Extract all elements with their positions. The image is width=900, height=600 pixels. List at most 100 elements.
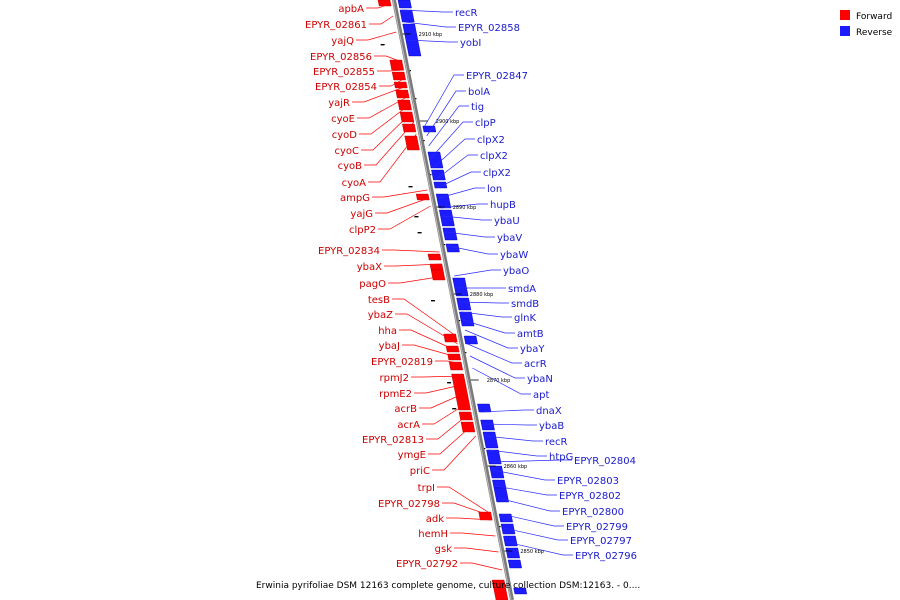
reverse-leader-line: [438, 187, 485, 199]
forward-gene-label: EPYR_02792: [396, 559, 458, 570]
forward-leader-line: [437, 486, 492, 515]
reverse-gene-block: [513, 587, 528, 595]
forward-leader-line: [359, 103, 411, 135]
reverse-leader-line: [432, 138, 475, 169]
reverse-gene-label: recR: [545, 437, 568, 448]
kbp-tick-label: 2890 kbp: [453, 205, 477, 211]
forward-gene-label: ybaX: [357, 262, 382, 273]
kbp-tick-label: 2860 kbp: [504, 464, 528, 470]
reverse-gene-block: [503, 535, 518, 547]
reverse-gene-label: bolA: [468, 87, 490, 98]
forward-gene-label: rpmJ2: [379, 373, 409, 384]
kbp-tick-label: 2870 kbp: [487, 378, 511, 384]
forward-gene-label: ymgE: [398, 450, 426, 461]
forward-leader-line: [454, 547, 499, 553]
reverse-leader-line: [459, 301, 509, 304]
forward-gene-label: yajR: [328, 98, 350, 109]
tick-dot: [443, 244, 446, 246]
forward-leader-line: [374, 55, 403, 63]
reverse-gene-label: EPYR_02799: [566, 522, 628, 533]
forward-gene-label: trpI: [418, 483, 435, 494]
reverse-gene-label: EPYR_02800: [562, 507, 624, 518]
forward-gene-block: [393, 81, 408, 89]
forward-gene-block: [427, 253, 442, 261]
reverse-leader-line: [467, 343, 522, 364]
reverse-gene-label: yobI: [460, 38, 481, 49]
forward-leader-line: [422, 401, 470, 425]
legend-forward-swatch: [840, 10, 850, 20]
forward-leader-line: [402, 344, 461, 359]
forward-gene-block: [402, 123, 417, 133]
backbone-line: [391, 0, 514, 600]
tick-dash: [417, 232, 422, 234]
legend-reverse-label: Reverse: [856, 28, 893, 38]
forward-gene-label: acrB: [394, 404, 417, 415]
forward-gene-block: [451, 373, 471, 411]
forward-gene-block: [415, 193, 430, 201]
reverse-leader-line: [435, 154, 478, 181]
forward-gene-block: [430, 269, 446, 281]
reverse-gene-label: smdB: [511, 299, 539, 310]
tick-dash: [414, 216, 419, 218]
reverse-leader-line: [424, 74, 464, 127]
forward-gene-block: [397, 99, 412, 111]
reverse-gene-label: ybaW: [500, 250, 528, 261]
forward-gene-label: apbA: [338, 4, 364, 15]
reverse-gene-block: [452, 277, 469, 297]
forward-leader-line: [419, 391, 468, 409]
forward-gene-label: cyoD: [332, 130, 358, 141]
reverse-leader-line: [448, 245, 498, 255]
forward-gene-label: EPYR_02819: [371, 357, 433, 368]
kbp-tick-label: 2850 kbp: [520, 549, 544, 555]
reverse-leader-line: [481, 409, 534, 413]
forward-leader-line: [392, 298, 457, 337]
forward-gene-block: [448, 361, 463, 371]
forward-gene-label: EPYR_02834: [318, 246, 380, 257]
reverse-gene-label: ybaV: [497, 233, 522, 244]
tick-dot: [415, 98, 417, 100]
reverse-gene-label: ybaO: [503, 266, 529, 277]
kbp-tick-label: 2880 kbp: [470, 292, 494, 298]
tick-dot: [499, 526, 501, 528]
forward-gene-label: clpP2: [349, 225, 376, 236]
tick-dot: [484, 448, 486, 450]
reverse-leader-line: [440, 203, 488, 209]
tick-dash: [380, 44, 385, 46]
reverse-gene-label: recR: [455, 8, 478, 19]
forward-gene-label: priC: [410, 466, 430, 477]
legend: Forward Reverse: [840, 10, 893, 38]
tick-dash: [408, 186, 413, 188]
forward-gene-label: adk: [426, 514, 444, 525]
forward-leader-line: [379, 77, 406, 87]
reverse-leader-line: [442, 215, 492, 221]
reverse-gene-block: [505, 547, 520, 559]
reverse-leader-line: [497, 497, 560, 512]
forward-leader-line: [450, 532, 496, 537]
forward-leader-line: [432, 435, 476, 471]
forward-gene-label: rpmE2: [379, 389, 412, 400]
backbone-highlight: [392, 0, 512, 600]
reverse-gene-block: [431, 169, 446, 181]
reverse-gene-block: [486, 449, 502, 465]
reverse-gene-label: clpX2: [477, 135, 505, 146]
forward-gene-label: cyoA: [342, 178, 367, 189]
forward-leader-line: [377, 69, 404, 72]
forward-gene-label: cyoB: [338, 161, 363, 172]
forward-gene-label: EPYR_02861: [305, 20, 367, 31]
reverse-leader-line: [461, 311, 512, 318]
forward-leader-line: [384, 263, 442, 267]
forward-leader-line: [426, 411, 472, 440]
forward-gene-label: EPYR_02856: [310, 52, 372, 63]
tick-dot: [409, 70, 411, 72]
legend-reverse-swatch: [840, 26, 850, 36]
forward-gene-block: [491, 579, 509, 600]
map-caption: Erwinia pyrifoliae DSM 12163 complete ge…: [256, 581, 640, 591]
reverse-gene-label: EPYR_02797: [570, 536, 632, 547]
tick-dash: [447, 382, 452, 384]
forward-gene-block: [391, 71, 406, 81]
gene-label-group: apbA EPYR_02861 yajQ EPYR_02856 EPYR_02855 EP…: [305, 4, 637, 570]
reverse-gene-label: clpX2: [480, 151, 508, 162]
reverse-gene-label: glnK: [514, 313, 536, 324]
